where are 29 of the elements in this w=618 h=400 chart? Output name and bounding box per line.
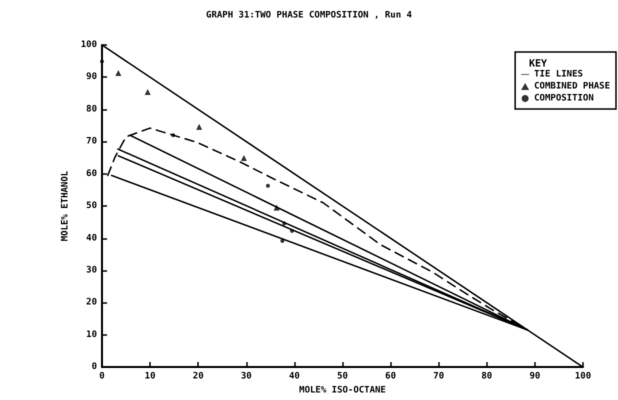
y-tick-label: 50 xyxy=(86,201,97,212)
y-tick-label: 70 xyxy=(86,136,97,147)
y-tick-label: 10 xyxy=(86,330,97,340)
x-tick-label: 30 xyxy=(240,372,252,382)
x-tick-label: 0 xyxy=(99,372,105,382)
legend-title: KEY xyxy=(528,58,547,70)
legend-label: COMBINED PHASE xyxy=(534,82,610,92)
x-tick-label: 60 xyxy=(385,372,396,382)
y-tick-label: 0 xyxy=(92,362,97,372)
y-tick-label: 100 xyxy=(80,40,97,50)
x-tick-label: 100 xyxy=(574,372,592,382)
x-tick-label: 70 xyxy=(433,372,444,382)
legend-label: TIE LINES xyxy=(534,70,583,80)
y-tick-label: 40 xyxy=(86,233,97,244)
y-tick-label: 30 xyxy=(86,265,97,276)
x-tick-label: 90 xyxy=(529,372,540,382)
y-tick-label: 80 xyxy=(86,104,97,114)
y-axis-title: MOLE% ETHANOL xyxy=(60,170,70,242)
y-tick-label: 60 xyxy=(86,168,97,179)
y-tick-label: 90 xyxy=(86,72,97,82)
x-tick-label: 40 xyxy=(288,372,300,382)
x-axis-title: MOLE% ISO-OCTANE xyxy=(299,386,386,396)
legend-label: COMPOSITION xyxy=(534,94,594,104)
x-tick-label: 20 xyxy=(192,372,204,382)
y-tick-label: 20 xyxy=(86,298,97,308)
x-tick-label: 50 xyxy=(337,372,348,382)
x-tick-label: 10 xyxy=(144,372,156,382)
x-tick-label: 80 xyxy=(481,372,492,382)
chart-title: GRAPH 31:TWO PHASE COMPOSITION , Run 4 xyxy=(206,10,413,20)
